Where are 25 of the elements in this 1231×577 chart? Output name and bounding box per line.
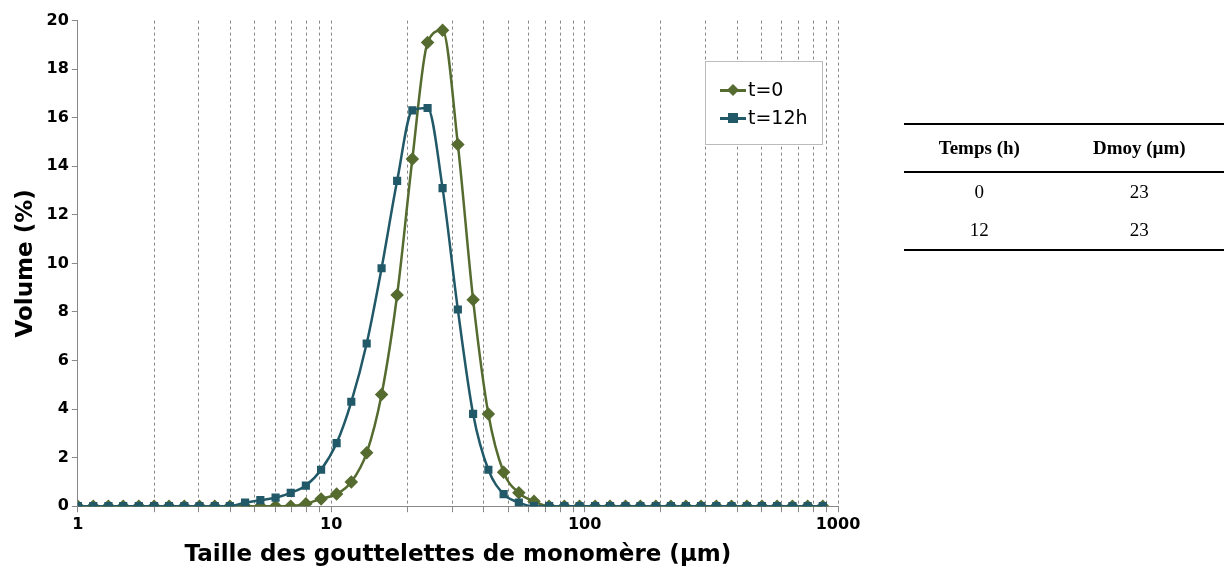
- y-tick-label: 20: [46, 9, 69, 29]
- y-tick-label: 8: [57, 301, 69, 321]
- x-tick-label: 100: [567, 513, 602, 533]
- y-tick-label: 16: [46, 106, 69, 126]
- y-axis-title: Volume (%): [10, 189, 37, 338]
- text: 0: [973, 180, 986, 204]
- y-tick-label: 10: [46, 252, 69, 272]
- y-tick-label: 2: [57, 446, 69, 466]
- text: 12: [968, 218, 990, 242]
- text: Temps (h): [937, 136, 1021, 160]
- y-tick-label: 12: [46, 204, 69, 223]
- y-tick-label: 18: [46, 58, 69, 78]
- legend-label: t=0: [748, 77, 784, 100]
- x-tick-label: 10: [320, 513, 343, 533]
- legend-label: t=12h: [748, 105, 808, 128]
- text: 23: [1128, 180, 1150, 204]
- x-tick-label: 1: [72, 513, 84, 533]
- x-tick-label: 1000: [815, 513, 861, 533]
- y-tick-label: 0: [57, 495, 69, 515]
- y-tick-label: 4: [57, 398, 69, 418]
- x-axis-title: Taille des gouttelettes de monomère (µm): [184, 540, 732, 567]
- y-tick-label: 14: [46, 155, 69, 175]
- y-tick-label: 6: [57, 349, 69, 369]
- text: 23: [1128, 218, 1150, 242]
- text: Dmoy (µm): [1091, 136, 1187, 160]
